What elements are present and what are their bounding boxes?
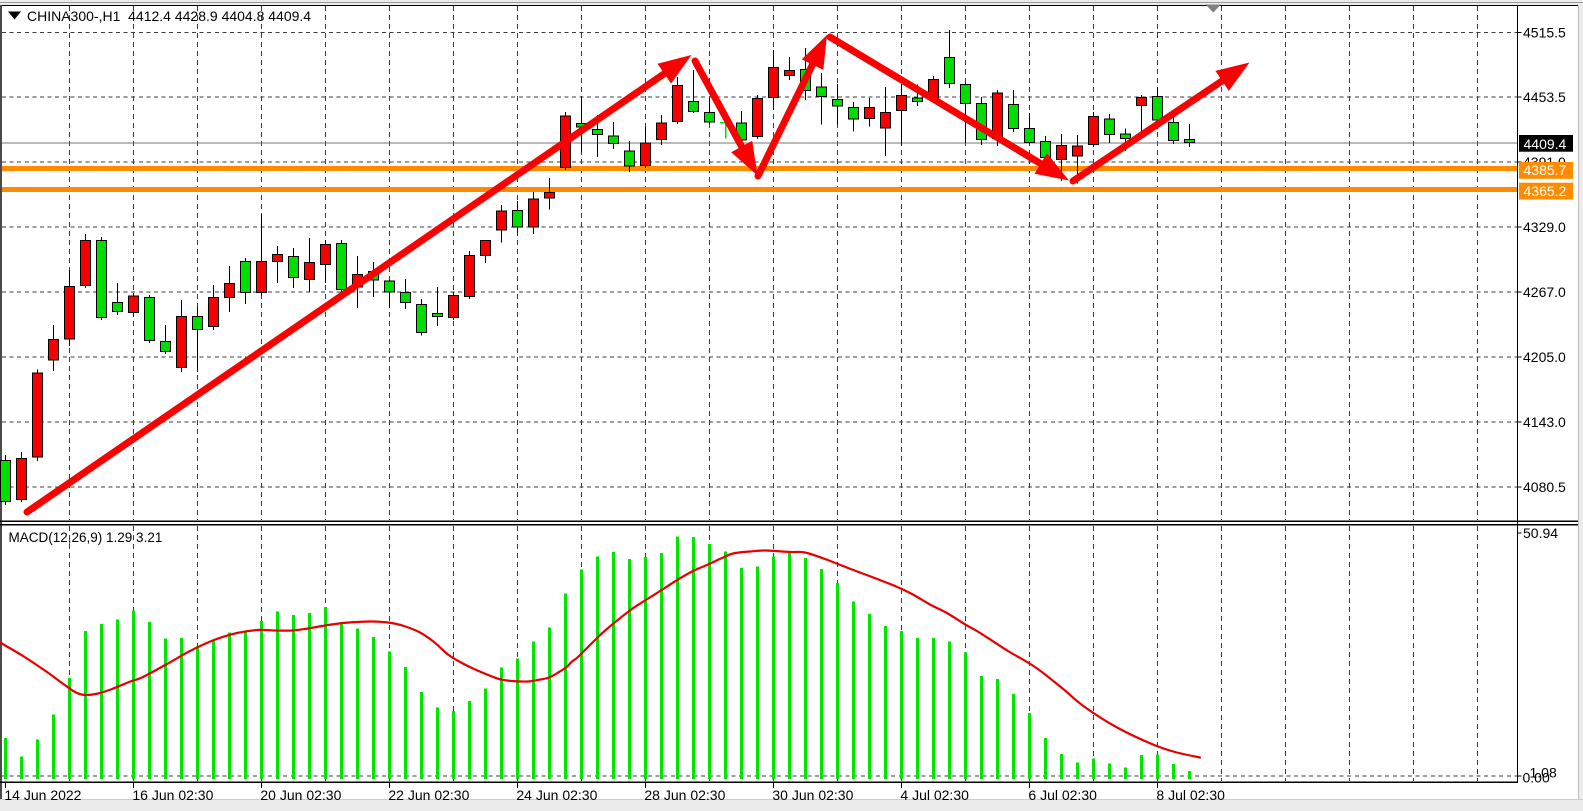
svg-text:4 Jul 02:30: 4 Jul 02:30 [900,787,969,803]
svg-text:4515.5: 4515.5 [1523,24,1566,40]
svg-text:4329.0: 4329.0 [1523,219,1566,235]
svg-text:8 Jul 02:30: 8 Jul 02:30 [1156,787,1225,803]
svg-text:4453.5: 4453.5 [1523,89,1566,105]
svg-text:4205.0: 4205.0 [1523,349,1566,365]
svg-text:CHINA300-,H1 4412.4 4428.9 44: CHINA300-,H1 4412.4 4428.9 4404.8 4409.4 [27,8,311,24]
svg-text:6 Jul 02:30: 6 Jul 02:30 [1028,787,1097,803]
svg-text:4365.2: 4365.2 [1524,183,1567,199]
svg-text:28 Jun 02:30: 28 Jun 02:30 [644,787,725,803]
svg-text:14 Jun 2022: 14 Jun 2022 [4,787,81,803]
svg-text:1.08: 1.08 [1530,765,1557,781]
svg-text:22 Jun 02:30: 22 Jun 02:30 [388,787,469,803]
svg-text:4267.0: 4267.0 [1523,284,1566,300]
svg-text:4409.4: 4409.4 [1524,136,1567,152]
svg-text:24 Jun 02:30: 24 Jun 02:30 [516,787,597,803]
svg-text:50.94: 50.94 [1523,525,1558,541]
svg-text:20 Jun 02:30: 20 Jun 02:30 [260,787,341,803]
svg-text:16 Jun 02:30: 16 Jun 02:30 [132,787,213,803]
svg-text:30 Jun 02:30: 30 Jun 02:30 [772,787,853,803]
svg-text:4080.5: 4080.5 [1523,479,1566,495]
svg-text:0.00: 0.00 [1523,770,1550,786]
svg-text:4385.7: 4385.7 [1524,162,1567,178]
svg-text:MACD(12,26,9) 1.29 3.21: MACD(12,26,9) 1.29 3.21 [9,530,163,545]
svg-text:4143.0: 4143.0 [1523,414,1566,430]
